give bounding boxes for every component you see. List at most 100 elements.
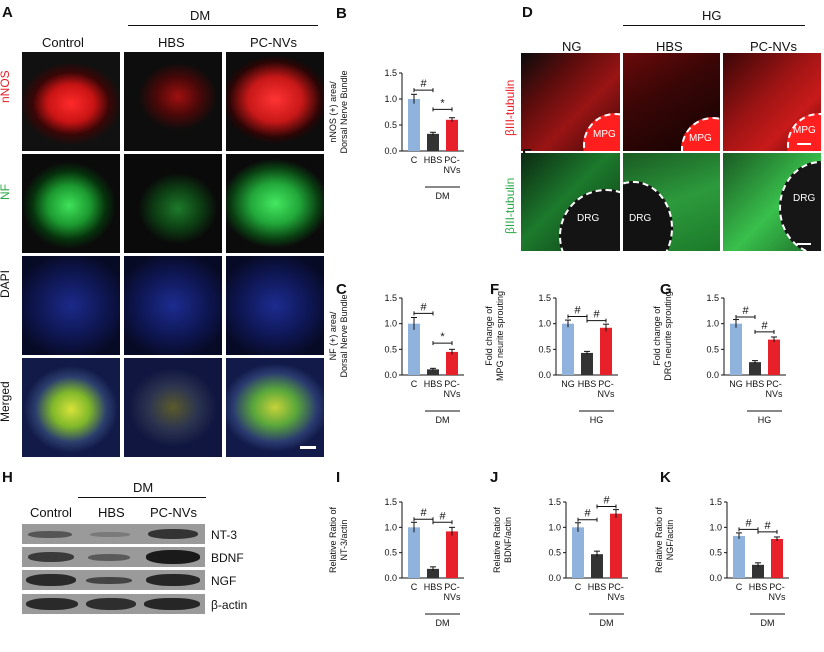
blot-label-nt3: NT-3: [211, 528, 238, 542]
micrograph-dapi-hbs: [124, 256, 222, 355]
panel-letter-j: J: [490, 469, 498, 486]
bar-2: [446, 351, 458, 375]
y-axis-label: Dorsal Nerve Bundle: [339, 294, 349, 377]
panel-letter-k: K: [660, 469, 671, 486]
micrograph-merged-control: [22, 358, 120, 457]
tissue-label-mpg: MPG: [793, 125, 816, 136]
category-label: NVs: [443, 389, 461, 399]
sig-marker: *: [440, 97, 445, 109]
y-tick-label: 1.5: [384, 497, 397, 507]
category-label: NVs: [768, 592, 786, 602]
micrograph-nnos-control: [22, 52, 120, 151]
panel-a-group-line: [128, 25, 318, 26]
bar-0: [733, 535, 745, 578]
panel-h-col-hbs: HBS: [98, 505, 125, 520]
micrograph-nnos-hbs: [124, 52, 222, 151]
micrograph-nf-pcnvs: [226, 154, 324, 253]
y-tick-label: 0.5: [548, 548, 561, 558]
bar-2: [446, 531, 458, 578]
sig-marker: #: [584, 508, 591, 520]
bar-1: [581, 352, 593, 375]
bar-1: [749, 362, 761, 375]
panel-h-group-label: DM: [133, 480, 154, 495]
panel-d-col-pcnvs: PC-NVs: [750, 39, 797, 54]
blot-label-bdnf: BDNF: [211, 551, 244, 565]
bar-0: [408, 99, 420, 151]
blot-strip-bactin: [22, 594, 205, 614]
y-axis-label: Relative Ratio of: [654, 506, 664, 573]
y-axis-label: NT-3/actin: [339, 519, 349, 560]
category-label: C: [411, 155, 418, 165]
micrograph-drg-hbs: DRG: [623, 153, 720, 251]
category-label: PC-: [444, 155, 460, 165]
blot-strip-nt3: [22, 524, 205, 544]
panel-a-col-pcnvs: PC-NVs: [250, 35, 297, 50]
micrograph-mpg-hbs: MPG: [623, 53, 720, 151]
group-label: DM: [436, 191, 450, 201]
y-axis-label: NGF/actin: [665, 520, 675, 561]
category-label: PC-: [608, 582, 624, 592]
micrograph-drg-pcnvs: DRG: [723, 153, 821, 251]
category-label: NVs: [443, 592, 461, 602]
micrograph-mpg-ng: MPG: [521, 53, 620, 151]
bar-1: [427, 369, 439, 375]
category-label: HBS: [588, 582, 607, 592]
panel-d-col-hbs: HBS: [656, 39, 683, 54]
bar-0: [408, 323, 420, 375]
bar-0: [572, 527, 584, 578]
panel-letter-d: D: [522, 4, 533, 21]
category-label: C: [411, 379, 418, 389]
category-label: NVs: [607, 592, 625, 602]
category-label: NVs: [765, 389, 783, 399]
panel-d-group-label: HG: [702, 8, 722, 23]
y-tick-label: 0.5: [384, 548, 397, 558]
bar-1: [752, 564, 764, 578]
bar-2: [600, 327, 612, 375]
micrograph-mpg-pcnvs: MPG: [723, 53, 821, 151]
y-axis-label: Dorsal Nerve Bundle: [339, 70, 349, 153]
category-label: HBS: [578, 379, 597, 389]
category-label: HBS: [424, 155, 443, 165]
y-tick-label: 0.5: [384, 344, 397, 354]
bar-0: [730, 323, 742, 375]
y-tick-label: 0.0: [709, 573, 722, 583]
y-tick-label: 1.5: [384, 68, 397, 78]
tissue-label-mpg: MPG: [593, 129, 616, 140]
panel-h-group-line: [78, 497, 206, 498]
category-label: NVs: [443, 165, 461, 175]
bar-1: [427, 133, 439, 151]
group-label: HG: [590, 415, 604, 425]
micrograph-dapi-control: [22, 256, 120, 355]
panel-a-group-label: DM: [190, 8, 211, 23]
y-tick-label: 1.0: [384, 522, 397, 532]
y-axis-label: Relative Ratio of: [328, 506, 338, 573]
group-label: HG: [758, 415, 772, 425]
category-label: HBS: [749, 582, 768, 592]
y-axis-label: MPG neurite sprouting: [495, 291, 505, 381]
category-label: C: [411, 582, 418, 592]
bar-0: [408, 527, 420, 578]
panel-letter-i: I: [336, 469, 340, 486]
y-tick-label: 1.5: [538, 293, 551, 303]
panel-a-col-hbs: HBS: [158, 35, 185, 50]
y-axis-label: nNOS (+) area/: [328, 81, 338, 143]
y-tick-label: 1.0: [548, 522, 561, 532]
y-axis-label: DRG neurite sprouting: [663, 291, 673, 381]
category-label: PC-: [444, 582, 460, 592]
y-tick-label: 1.0: [384, 319, 397, 329]
category-label: NG: [561, 379, 575, 389]
category-label: NG: [729, 379, 743, 389]
micrograph-merged-pcnvs: [226, 358, 324, 457]
y-tick-label: 1.0: [706, 319, 719, 329]
y-axis-label: Fold change of: [652, 306, 662, 366]
blot-strip-ngf: [22, 570, 205, 590]
panel-h-col-pcnvs: PC-NVs: [150, 505, 197, 520]
bar-2: [771, 538, 783, 578]
y-tick-label: 1.0: [538, 319, 551, 329]
category-label: HBS: [746, 379, 765, 389]
y-tick-label: 1.0: [384, 94, 397, 104]
bar-2: [768, 339, 780, 375]
y-tick-label: 0.5: [706, 344, 719, 354]
